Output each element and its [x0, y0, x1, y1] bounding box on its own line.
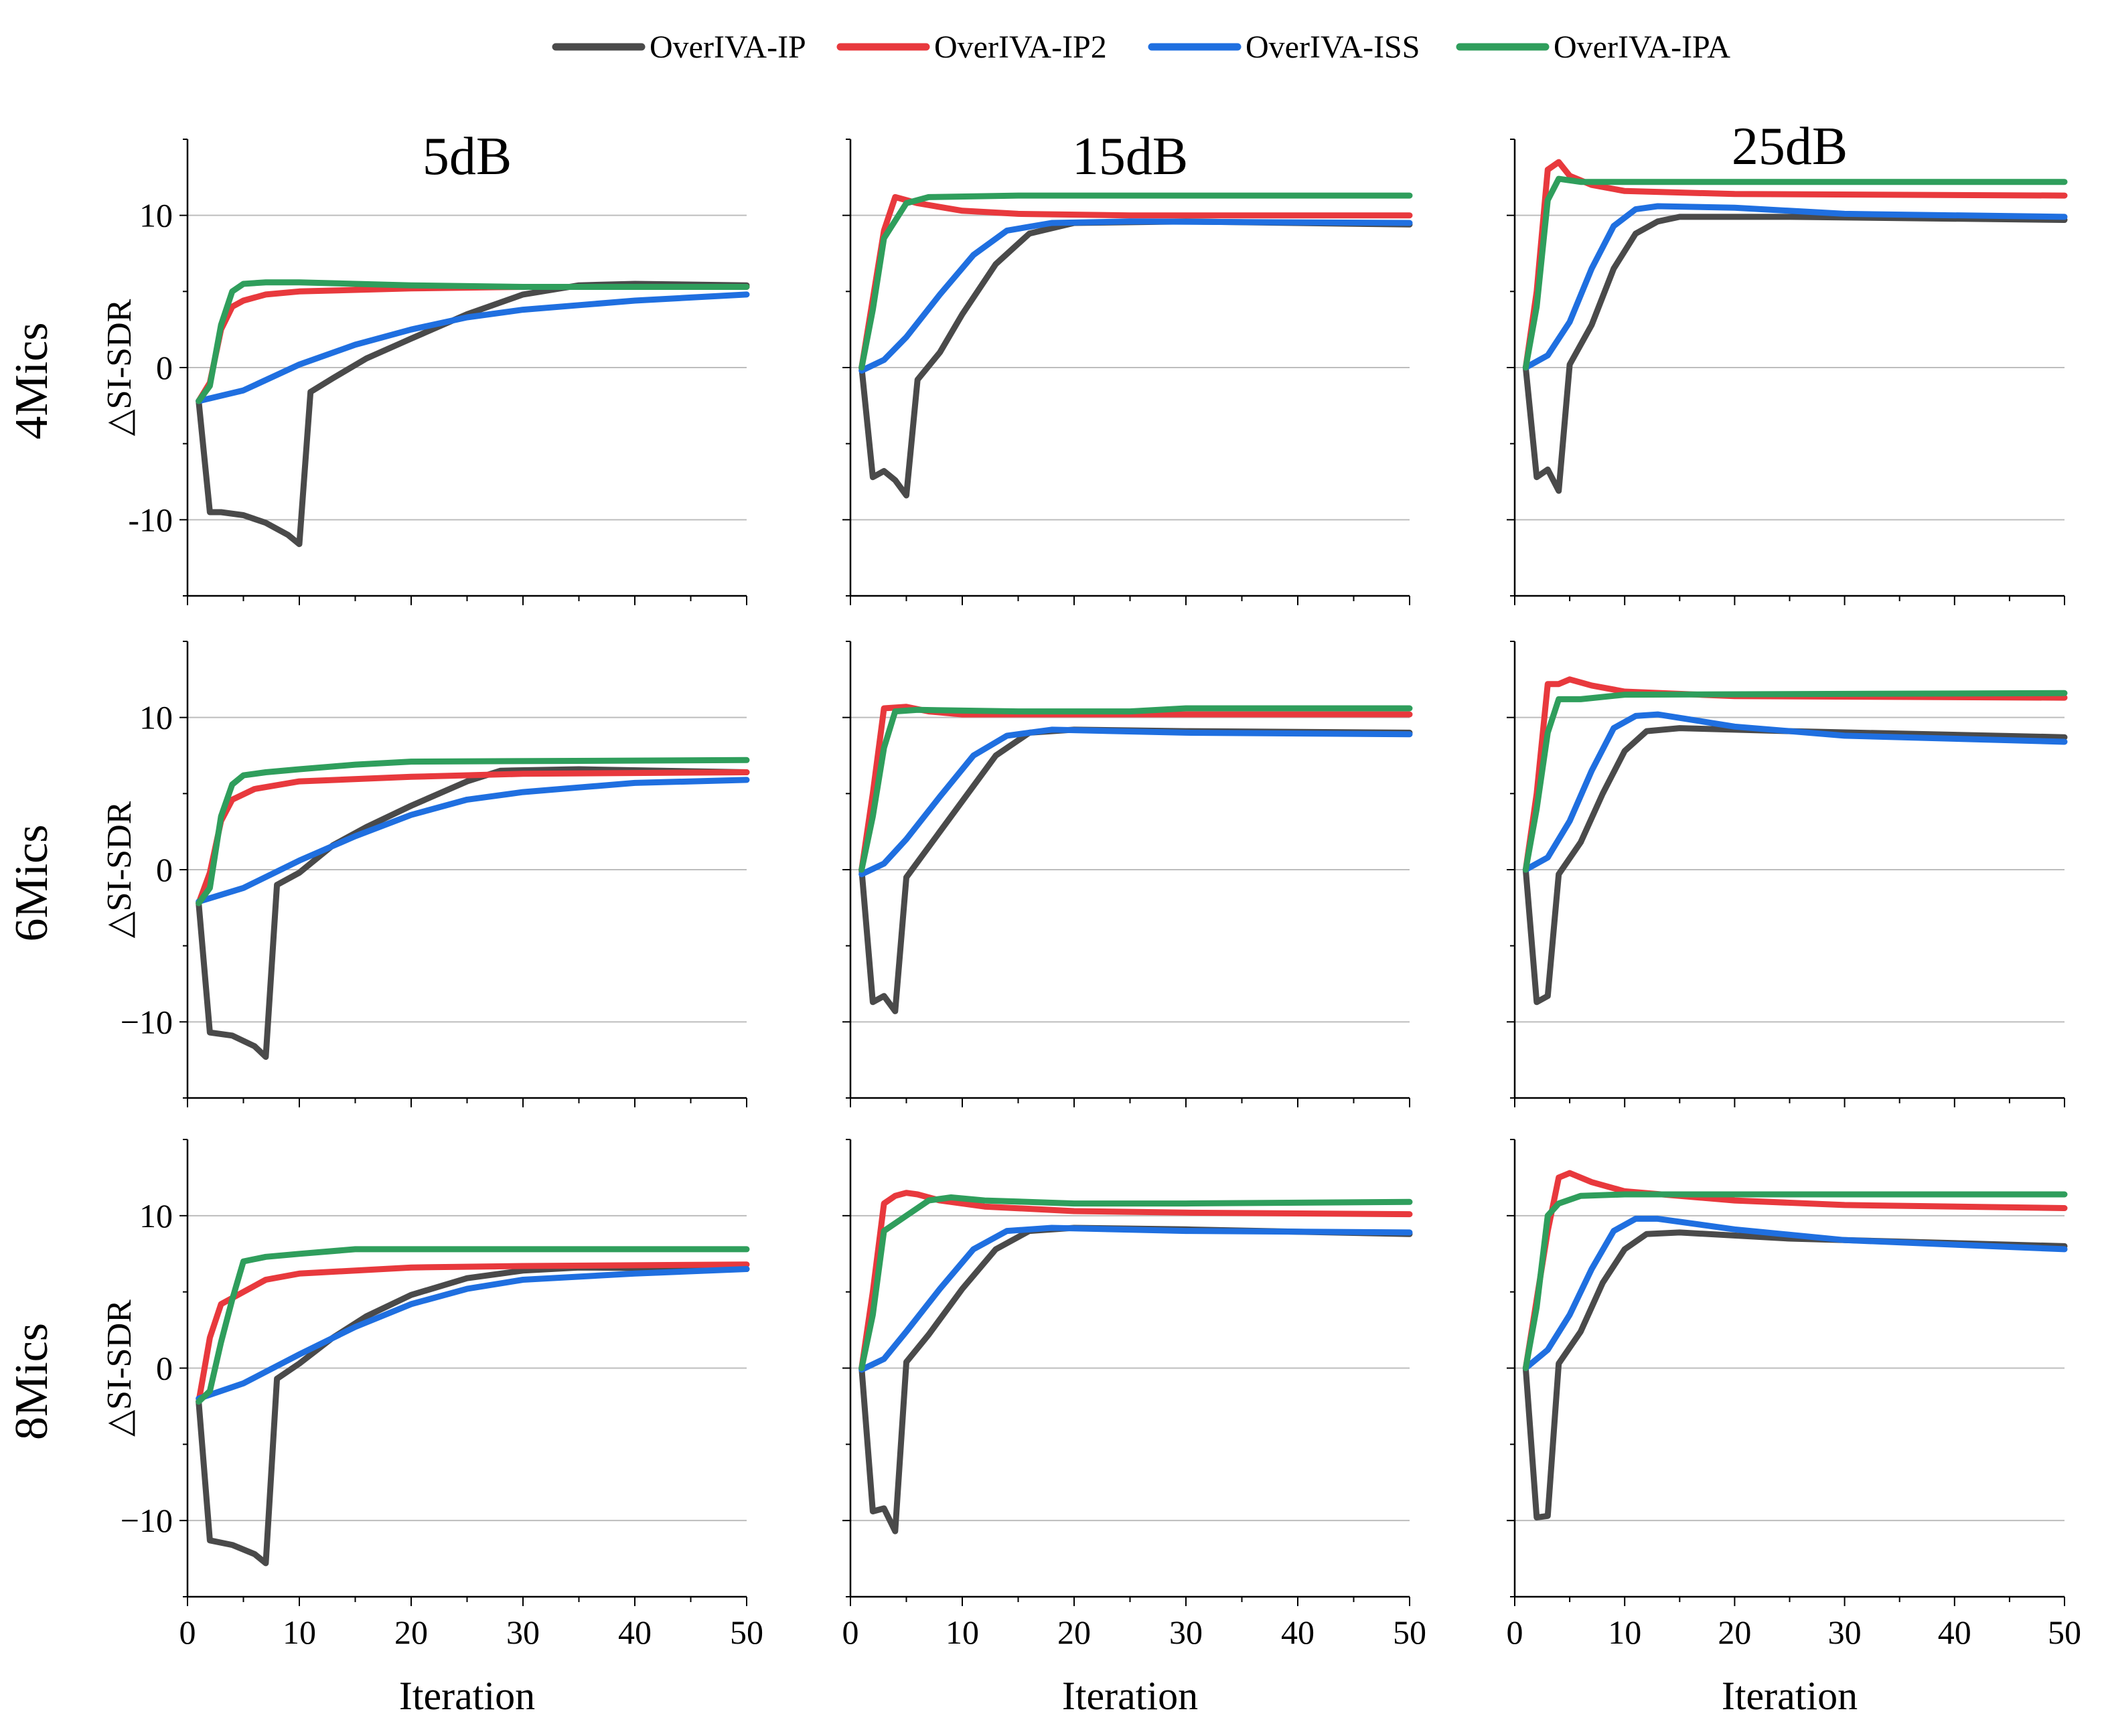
- x-tick-label: 10: [283, 1613, 316, 1651]
- x-tick-label: 50: [1393, 1613, 1426, 1651]
- series-line-overiva-iss: [1522, 1215, 2068, 1371]
- legend-item-2: OverIVA-IP2: [836, 29, 1107, 65]
- legend-label: OverIVA-IPA: [1554, 29, 1730, 65]
- panel-8Mics-3: 0 10 20 30 40 50 Iteration: [1507, 1139, 2081, 1718]
- legend-label: OverIVA-IP: [650, 29, 806, 65]
- panel-6Mics-1: −10 0 10 △SI-SDR: [100, 641, 750, 1107]
- y-tick-label: 0: [156, 349, 173, 386]
- x-tick-label: 0: [1507, 1613, 1523, 1651]
- panel-8Mics-1: −10 0 10 0 10 20 30 40 50 Iteration △SI-SDR: [100, 1139, 763, 1718]
- legend-item-1: OverIVA-IP: [552, 29, 806, 65]
- legend-label: OverIVA-IP2: [934, 29, 1107, 65]
- panel-6Mics-2: [842, 641, 1413, 1107]
- y-axis-label: △SI-SDR: [100, 801, 139, 938]
- series-line-overiva-ipa: [1522, 690, 2068, 873]
- series-line-overiva-ipa: [1522, 1191, 2068, 1371]
- series-line-overiva-ipa: [1522, 175, 2068, 371]
- x-tick-label: 20: [1718, 1613, 1751, 1651]
- series-line-overiva-iss: [1522, 203, 2068, 371]
- y-tick-label: −10: [121, 1502, 173, 1539]
- y-tick-label: 0: [156, 1350, 173, 1387]
- series-line-overiva-iss: [196, 777, 750, 905]
- x-tick-label: 10: [1608, 1613, 1641, 1651]
- x-tick-label: 50: [730, 1613, 763, 1651]
- series-line-overiva-ip2: [196, 1261, 750, 1405]
- series-line-overiva-ip2: [1522, 676, 2068, 873]
- legend-item-3: OverIVA-ISS: [1148, 29, 1420, 65]
- y-axis-label: △SI-SDR: [100, 299, 139, 436]
- series-line-overiva-ipa: [196, 757, 750, 906]
- series-line-overiva-ip: [1522, 1229, 2068, 1521]
- row-label-4mics: 4Mics: [6, 323, 58, 440]
- legend-label: OverIVA-ISS: [1246, 29, 1420, 65]
- series-line-overiva-ip: [1522, 725, 2068, 1006]
- series-line-overiva-iss: [858, 218, 1413, 374]
- series-line-overiva-iss: [196, 291, 750, 404]
- y-tick-label: 10: [139, 1197, 173, 1235]
- x-tick-label: 40: [1938, 1613, 1971, 1651]
- x-axis-label: Iteration: [1722, 1674, 1858, 1718]
- row-labels: 4Mics 6Mics 8Mics: [6, 323, 58, 1441]
- x-tick-label: 40: [618, 1613, 652, 1651]
- series-line-overiva-iss: [858, 1225, 1413, 1373]
- panel-8Mics-2: 0 10 20 30 40 50 Iteration: [842, 1139, 1426, 1718]
- series-line-overiva-ip2: [1522, 1170, 2068, 1371]
- series-line-overiva-ip2: [196, 284, 750, 404]
- x-tick-label: 40: [1281, 1613, 1315, 1651]
- x-tick-label: 30: [1828, 1613, 1862, 1651]
- legend-item-4: OverIVA-IPA: [1456, 29, 1730, 65]
- series-line-overiva-ipa: [196, 279, 750, 404]
- x-tick-label: 20: [394, 1613, 428, 1651]
- x-tick-label: 30: [506, 1613, 540, 1651]
- x-tick-label: 30: [1169, 1613, 1203, 1651]
- y-tick-label: 10: [139, 699, 173, 736]
- column-title: 5dB: [423, 127, 512, 186]
- panel-4Mics-1: -10 0 10 △SI-SDR 5dB: [100, 127, 750, 605]
- y-tick-label: -10: [128, 501, 173, 538]
- y-tick-label: −10: [121, 1003, 173, 1040]
- row-label-6mics: 6Mics: [6, 825, 58, 942]
- x-tick-label: 50: [2048, 1613, 2081, 1651]
- series-line-overiva-ipa: [196, 1246, 750, 1405]
- x-tick-label: 10: [946, 1613, 979, 1651]
- series-line-overiva-ipa: [858, 192, 1413, 371]
- x-tick-label: 0: [842, 1613, 859, 1651]
- panel-4Mics-2: 15dB: [842, 127, 1413, 605]
- series-line-overiva-ip: [196, 1264, 750, 1567]
- row-label-8mics: 8Mics: [6, 1323, 58, 1440]
- x-tick-label: 20: [1057, 1613, 1091, 1651]
- series-line-overiva-ip: [858, 1225, 1413, 1534]
- series-line-overiva-ip: [858, 218, 1413, 499]
- legend: OverIVA-IP OverIVA-IP2 OverIVA-ISS OverIVA-…: [552, 29, 1730, 65]
- column-title: 15dB: [1072, 127, 1188, 186]
- x-axis-label: Iteration: [1062, 1674, 1198, 1718]
- column-title: 25dB: [1732, 117, 1848, 176]
- x-axis-label: Iteration: [399, 1674, 535, 1718]
- series-line-overiva-ip: [1522, 214, 2068, 494]
- series-line-overiva-ipa: [858, 705, 1413, 873]
- y-tick-label: 10: [139, 197, 173, 234]
- panel-4Mics-3: 25dB: [1507, 117, 2068, 605]
- y-tick-label: 0: [156, 851, 173, 888]
- series-line-overiva-ip2: [858, 1190, 1413, 1371]
- series-line-overiva-ip2: [1522, 159, 2068, 371]
- x-tick-label: 0: [179, 1613, 196, 1651]
- series-line-overiva-ip: [858, 726, 1413, 1014]
- y-axis-label: △SI-SDR: [100, 1299, 139, 1437]
- series-line-overiva-iss: [858, 726, 1413, 878]
- series-line-overiva-iss: [196, 1266, 750, 1402]
- panel-6Mics-3: [1507, 641, 2068, 1107]
- series-line-overiva-iss: [1522, 711, 2068, 873]
- series-line-overiva-ip: [196, 281, 750, 548]
- series-line-overiva-ipa: [858, 1194, 1413, 1371]
- series-line-overiva-ip: [196, 766, 750, 1060]
